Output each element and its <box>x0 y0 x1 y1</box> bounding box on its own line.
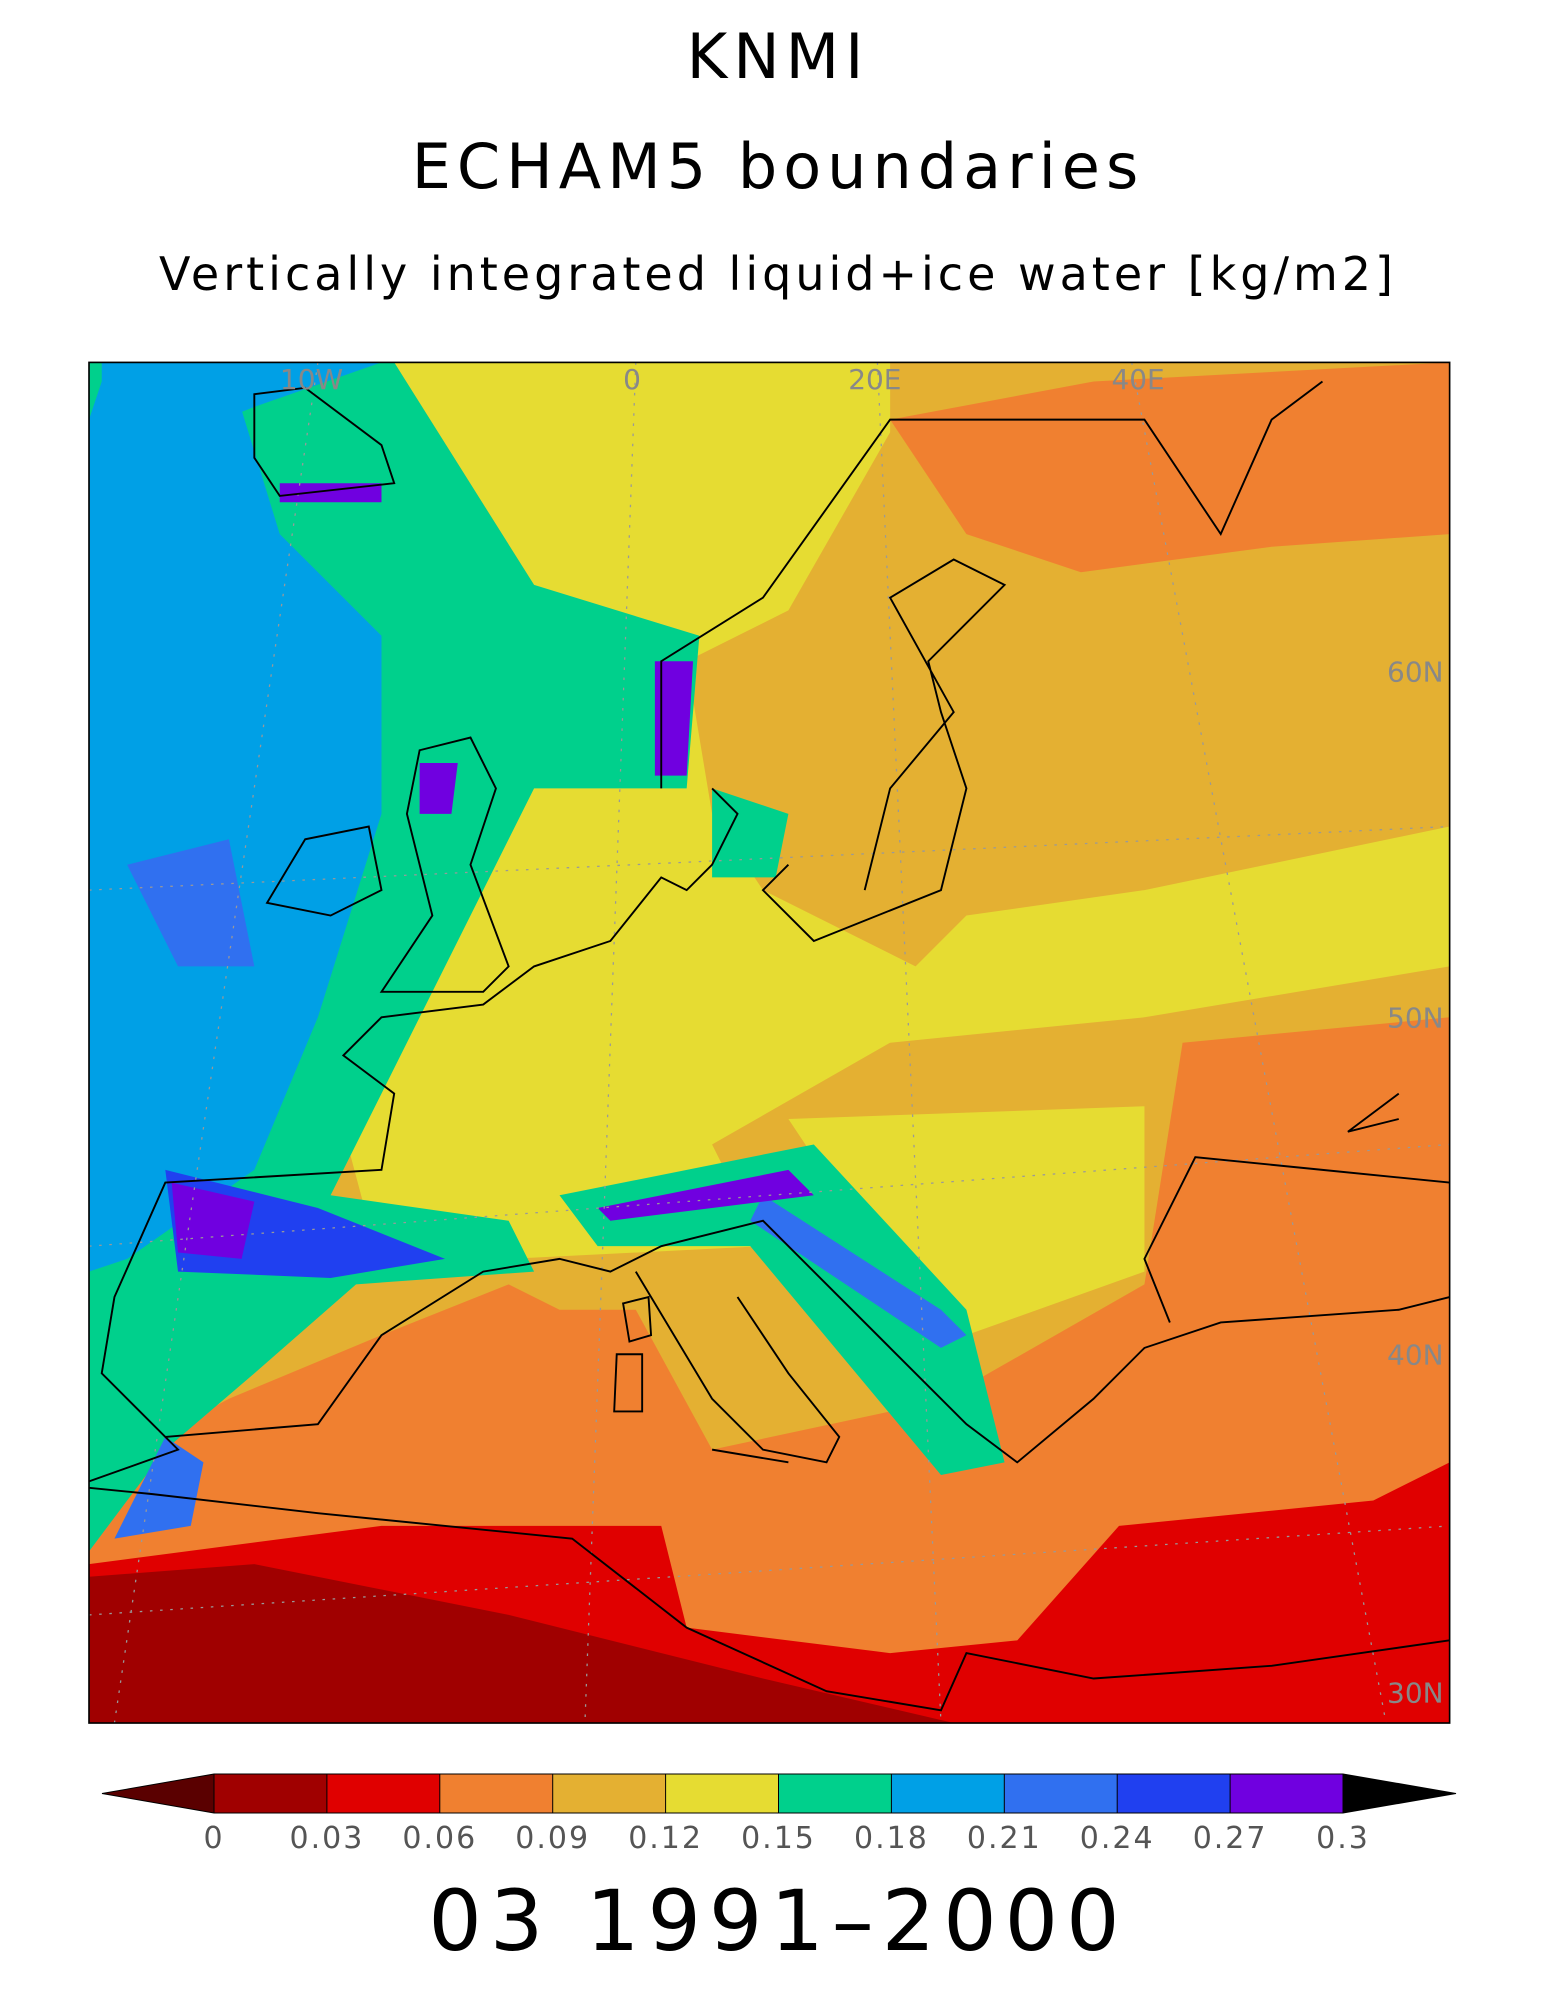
field-region <box>171 1182 255 1259</box>
colorbar-segment <box>891 1774 1005 1813</box>
graticule <box>89 1143 1450 1247</box>
colorbar-tick-label: 0.18 <box>854 1821 929 1856</box>
map: 10W 0 20E 40E 60N 50N 40N 30N <box>88 361 1451 1724</box>
colorbar-tick-label: 0.24 <box>1080 1821 1155 1856</box>
title-line-3: Vertically integrated liquid+ice water [… <box>159 247 1397 301</box>
map-frame <box>88 361 1451 1724</box>
field-region <box>89 1564 954 1724</box>
field-region <box>89 368 382 1272</box>
colorbar-segment <box>439 1774 553 1813</box>
lat-label: 40N <box>1387 1338 1444 1371</box>
field-region <box>597 1169 814 1221</box>
colorbar-segment <box>326 1774 440 1813</box>
field-region <box>750 1195 967 1348</box>
colorbar-segment <box>1230 1774 1343 1813</box>
lon-label: 0 <box>623 363 641 396</box>
field-region <box>788 1106 1145 1336</box>
field-region <box>419 762 458 814</box>
field-region <box>654 661 694 776</box>
field <box>89 362 1450 1724</box>
colorbar-tick-label: 0.21 <box>967 1821 1042 1856</box>
colorbar-extend-high <box>1343 1774 1456 1813</box>
field-region <box>559 1144 1005 1476</box>
coastline <box>89 380 1450 1712</box>
colorbar-segment <box>778 1774 892 1813</box>
lat-label: 60N <box>1387 656 1444 689</box>
field-region <box>114 1436 204 1539</box>
colorbar-segment <box>665 1774 779 1813</box>
colorbar: 0 0.03 0.06 0.09 0.12 0.15 0.18 0.21 0.24 0.27 0.3 <box>101 1773 1457 1856</box>
lat-label: 50N <box>1387 1001 1444 1034</box>
title-line-1: KNMI <box>687 20 870 93</box>
colorbar-segment <box>552 1774 666 1813</box>
lon-label: 10W <box>280 363 343 396</box>
graticule <box>89 1525 1450 1616</box>
colorbar-tick-label: 0.3 <box>1316 1821 1370 1856</box>
field-region <box>89 1017 1450 1654</box>
colorbar-tick-label: 0.12 <box>628 1821 703 1856</box>
title-line-2: ECHAM5 boundaries <box>412 130 1145 203</box>
colorbar-segment <box>214 1774 327 1813</box>
graticule <box>1131 362 1387 1724</box>
lon-label: 40E <box>1111 363 1164 396</box>
colorbar-tick-label: 0.27 <box>1193 1821 1268 1856</box>
colorbar-extend-low <box>102 1774 214 1813</box>
field-region <box>712 788 789 878</box>
lat-label: 30N <box>1387 1677 1444 1710</box>
colorbar-tick-label: 0.06 <box>402 1821 477 1856</box>
field-region <box>101 362 382 433</box>
colorbar-tick-label: 0.15 <box>741 1821 816 1856</box>
colorbar-segment <box>1004 1774 1118 1813</box>
field-region <box>890 362 1450 573</box>
lon-label: 20E <box>848 363 901 396</box>
colorbar-tick-label: 0.03 <box>290 1821 365 1856</box>
colorbar-segment <box>1117 1774 1231 1813</box>
footer: 03 1991–2000 <box>428 1872 1127 1970</box>
colorbar-tick-label: 0.09 <box>515 1821 590 1856</box>
colorbar-tick-label: 0 <box>203 1821 224 1856</box>
field-region <box>127 839 255 967</box>
